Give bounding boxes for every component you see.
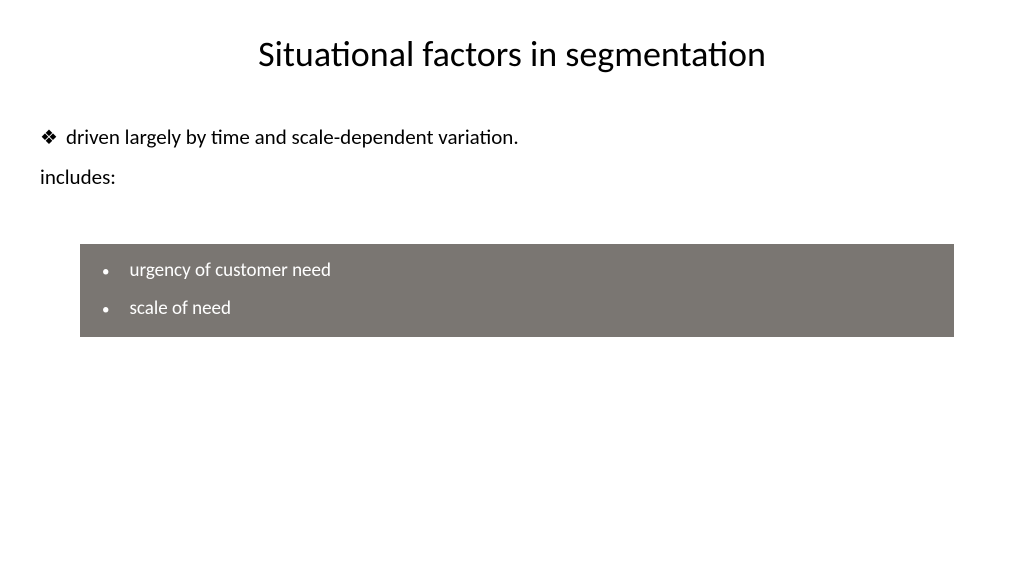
factors-box: • urgency of customer need • scale of ne… [80, 244, 954, 337]
round-bullet-icon: • [102, 262, 109, 282]
includes-label: includes: [40, 164, 984, 190]
slide-container: Situational factors in segmentation ❖ dr… [0, 0, 1024, 576]
list-item: • scale of need [98, 296, 936, 322]
slide-title: Situational factors in segmentation [140, 32, 884, 76]
round-bullet-icon: • [102, 300, 109, 320]
list-item-text: scale of need [129, 296, 231, 322]
list-item-text: urgency of customer need [129, 258, 330, 284]
diamond-bullet-icon: ❖ [40, 125, 58, 150]
intro-line: ❖ driven largely by time and scale-depen… [40, 124, 984, 150]
list-item: • urgency of customer need [98, 258, 936, 284]
intro-text: driven largely by time and scale-depende… [66, 124, 519, 150]
